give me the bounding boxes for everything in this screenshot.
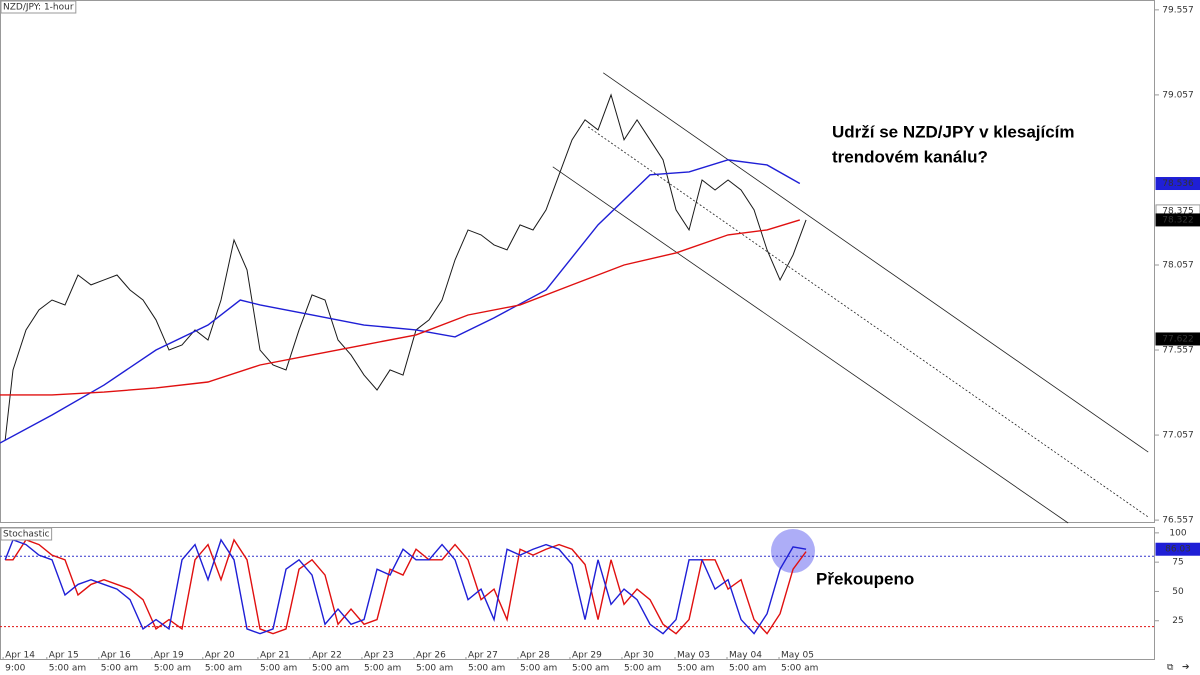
x-tick-sublabel: 5:00 am xyxy=(624,664,661,674)
panel-title-box xyxy=(0,527,53,541)
series-line xyxy=(0,159,801,444)
x-tick-sublabel: 5:00 am xyxy=(416,664,453,674)
x-tick-sublabel: 5:00 am xyxy=(364,664,401,674)
x-tick-sublabel: 5:00 am xyxy=(729,664,766,674)
price-label-box xyxy=(1155,177,1200,191)
panel-title: NZD/JPY: 1-hour xyxy=(3,3,74,13)
y-tick-label: 78.057 xyxy=(1162,260,1194,270)
highlight-circle xyxy=(771,529,815,573)
price-label: 78.322 xyxy=(1162,215,1194,225)
x-tick-label: Apr 29 xyxy=(572,651,602,661)
x-tick-sublabel: 5:00 am xyxy=(312,664,349,674)
x-tick-label: May 05 xyxy=(781,651,814,661)
x-tick-label: Apr 16 xyxy=(101,651,131,661)
stochastic-frame xyxy=(0,527,1155,660)
price-label: 86.03 xyxy=(1165,545,1191,555)
x-tick-sublabel: 5:00 am xyxy=(49,664,86,674)
y-tick-label: 25 xyxy=(1172,616,1183,626)
x-tick-label: Apr 26 xyxy=(416,651,446,661)
trend-line xyxy=(552,166,1069,524)
y-tick-label: 77.557 xyxy=(1162,346,1194,356)
price-label-box xyxy=(1155,332,1200,346)
x-tick-label: May 04 xyxy=(729,651,762,661)
x-tick-label: Apr 27 xyxy=(468,651,498,661)
link-icon[interactable]: ⧉ xyxy=(1167,663,1174,673)
y-tick-label: 76.557 xyxy=(1162,516,1194,526)
x-tick-label: Apr 30 xyxy=(624,651,654,661)
price-label: 78.375 xyxy=(1162,206,1194,216)
series-line xyxy=(5,538,807,635)
trend-line xyxy=(603,72,1149,453)
trend-line xyxy=(587,126,1149,518)
x-tick-sublabel: 5:00 am xyxy=(205,664,242,674)
price-label: 77.622 xyxy=(1162,334,1194,344)
x-tick-label: May 03 xyxy=(677,651,710,661)
x-tick-label: Apr 14 xyxy=(5,651,35,661)
y-tick-label: 79.057 xyxy=(1162,90,1194,100)
series-line xyxy=(4,93,807,441)
series-line xyxy=(0,219,801,396)
panel-title-box xyxy=(0,0,77,14)
y-tick-label: 50 xyxy=(1172,587,1184,597)
x-tick-sublabel: 5:00 am xyxy=(781,664,818,674)
x-tick-label: Apr 20 xyxy=(205,651,235,661)
x-tick-sublabel: 5:00 am xyxy=(520,664,557,674)
price-frame xyxy=(0,0,1155,523)
x-tick-sublabel: 5:00 am xyxy=(468,664,505,674)
x-tick-sublabel: 5:00 am xyxy=(677,664,714,674)
x-tick-label: Apr 28 xyxy=(520,651,550,661)
y-tick-label: 75 xyxy=(1172,558,1183,568)
annotation: Udrží se NZD/JPY v klesajícím xyxy=(832,122,1075,141)
x-tick-sublabel: 5:00 am xyxy=(154,664,191,674)
x-tick-sublabel: 5:00 am xyxy=(260,664,297,674)
x-tick-sublabel: 9:00 xyxy=(5,664,25,674)
y-tick-label: 79.557 xyxy=(1162,5,1194,15)
price-label-box xyxy=(1155,542,1200,556)
panel-title: Stochastic xyxy=(3,530,50,540)
x-tick-label: Apr 22 xyxy=(312,651,342,661)
y-tick-label: 77.057 xyxy=(1162,431,1194,441)
price-label-box xyxy=(1155,213,1200,227)
series-line xyxy=(4,538,807,635)
x-tick-label: Apr 23 xyxy=(364,651,394,661)
annotation: Překoupeno xyxy=(816,569,914,588)
arrow-icon[interactable]: ➔ xyxy=(1182,663,1190,673)
x-tick-label: Apr 15 xyxy=(49,651,79,661)
x-tick-label: Apr 21 xyxy=(260,651,290,661)
y-tick-label: 100 xyxy=(1169,528,1186,538)
annotation: trendovém kanálu? xyxy=(832,147,988,166)
price-label: 78.536 xyxy=(1162,179,1194,189)
x-tick-sublabel: 5:00 am xyxy=(572,664,609,674)
x-tick-sublabel: 5:00 am xyxy=(101,664,138,674)
x-tick-label: Apr 19 xyxy=(154,651,184,661)
